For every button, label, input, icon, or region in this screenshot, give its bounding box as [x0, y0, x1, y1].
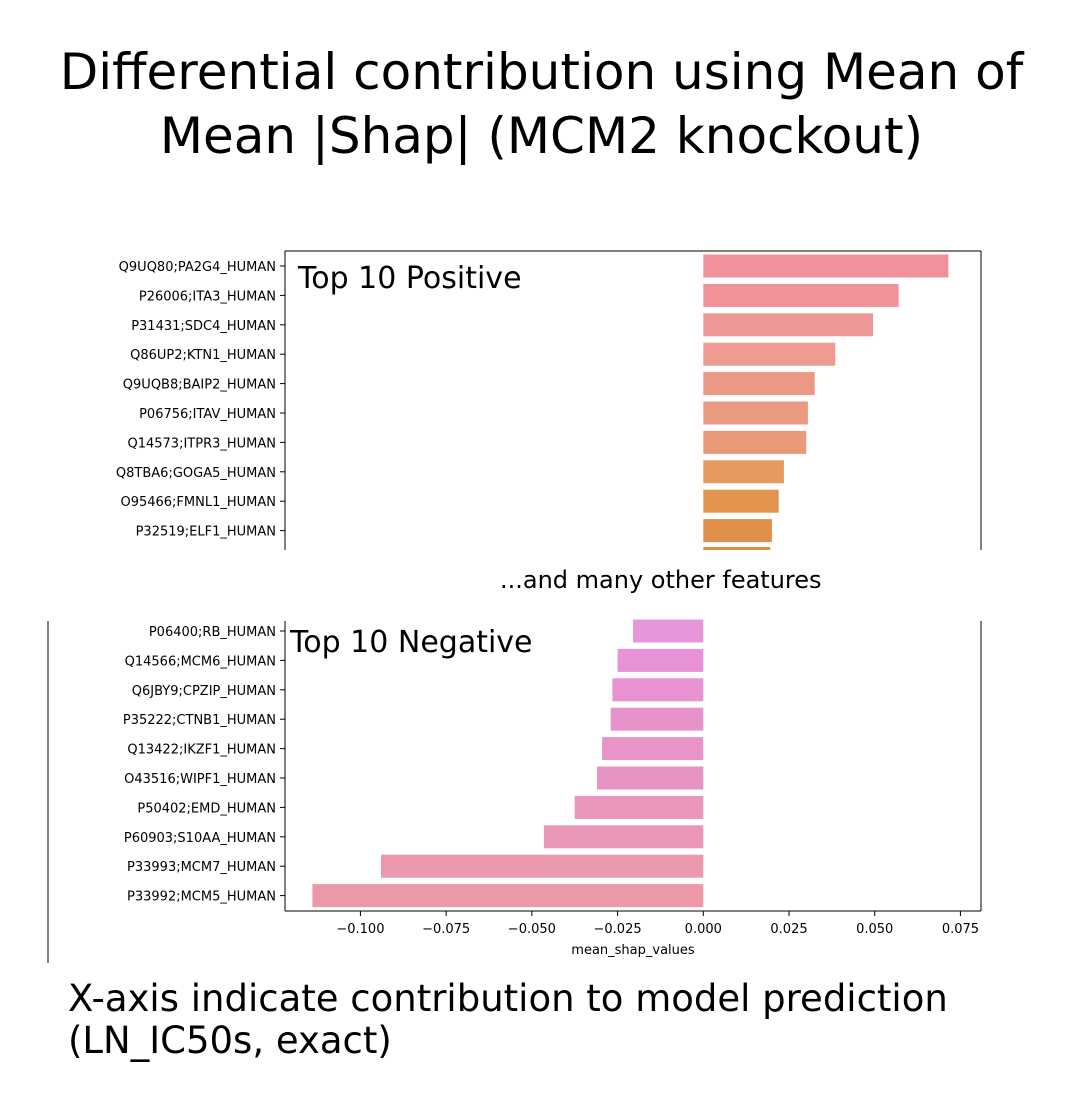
separator-text: ...and many other features	[500, 566, 822, 594]
negative-panel: P06400;RB_HUMAN Q14566;MCM6_HUMAN Q6JBY9;C…	[47, 619, 982, 963]
positive-panel: Q9UQ80;PA2G4_HUMAN P26006;ITA3_HUMAN P3143…	[116, 250, 982, 550]
category-label: O95466;FMNL1_HUMAN	[120, 495, 276, 510]
category-label: P06400;RB_HUMAN	[149, 625, 276, 640]
category-label: Q9UQB8;BAIP2_HUMAN	[123, 378, 276, 393]
bar-cropped-continuation	[703, 547, 771, 550]
category-label: Q9UQ80;PA2G4_HUMAN	[119, 260, 276, 275]
category-label: O43516;WIPF1_HUMAN	[124, 772, 276, 787]
panel-label: Top 10 Positive	[297, 261, 522, 296]
panel-label: Top 10 Negative	[289, 625, 533, 660]
category-label: P31431;SDC4_HUMAN	[131, 319, 276, 334]
x-tick-label: −0.075	[422, 922, 470, 937]
bar-ctnb1-human	[610, 707, 704, 731]
bar-emd-human	[574, 795, 704, 819]
bar-pa2g4-human	[703, 254, 949, 278]
bar-ikzf1-human	[602, 737, 704, 761]
category-label: Q14566;MCM6_HUMAN	[125, 654, 276, 669]
x-tick-label: 0.050	[856, 922, 893, 937]
x-axis-label: mean_shap_values	[571, 943, 695, 958]
bar-goga5-human	[703, 460, 784, 484]
bar-ktn1-human	[703, 342, 836, 366]
category-label: P50402;EMD_HUMAN	[137, 801, 276, 816]
bar-cpzip-human	[612, 678, 704, 702]
category-label: P06756;ITAV_HUMAN	[139, 407, 276, 422]
bar-mcm5-human	[312, 884, 704, 908]
bar-fmnl1-human	[703, 489, 779, 513]
bar-itav-human	[703, 401, 808, 425]
category-label: P26006;ITA3_HUMAN	[139, 289, 276, 304]
bar-mcm6-human	[617, 648, 704, 672]
x-tick-label: −0.025	[594, 922, 642, 937]
bar-baip2-human	[703, 372, 815, 396]
x-tick-label: −0.050	[508, 922, 556, 937]
category-label: Q13422;IKZF1_HUMAN	[127, 743, 276, 758]
category-label: Q6JBY9;CPZIP_HUMAN	[132, 684, 276, 699]
bar-sdc4-human	[703, 313, 873, 337]
bar-s10aa-human	[543, 825, 704, 849]
x-tick-label: 0.075	[942, 922, 979, 937]
category-label: Q8TBA6;GOGA5_HUMAN	[116, 466, 276, 481]
caption: X-axis indicate contribution to model pr…	[68, 977, 948, 1062]
chart-title: Differential contribution using Mean of …	[59, 43, 1024, 165]
category-label: P33993;MCM7_HUMAN	[127, 860, 276, 875]
x-axis: −0.100 −0.075 −0.050 −0.025 0.000 0.025 0.050 0…	[336, 911, 979, 958]
x-tick-label: 0.025	[770, 922, 807, 937]
x-tick-label: 0.000	[685, 922, 722, 937]
bar-rb-human	[633, 619, 704, 643]
bar-wipf1-human	[597, 766, 704, 790]
category-label: P35222;CTNB1_HUMAN	[123, 713, 276, 728]
category-label: P60903;S10AA_HUMAN	[124, 831, 276, 846]
bar-ita3-human	[703, 283, 899, 307]
category-label: Q14573;ITPR3_HUMAN	[127, 436, 276, 451]
x-tick-label: −0.100	[336, 922, 384, 937]
bar-mcm7-human	[381, 854, 704, 878]
bar-itpr3-human	[703, 430, 807, 454]
category-label: P33992;MCM5_HUMAN	[127, 890, 276, 905]
bar-elf1-human	[703, 519, 772, 543]
category-label: Q86UP2;KTN1_HUMAN	[130, 348, 276, 363]
category-label: P32519;ELF1_HUMAN	[136, 525, 276, 540]
